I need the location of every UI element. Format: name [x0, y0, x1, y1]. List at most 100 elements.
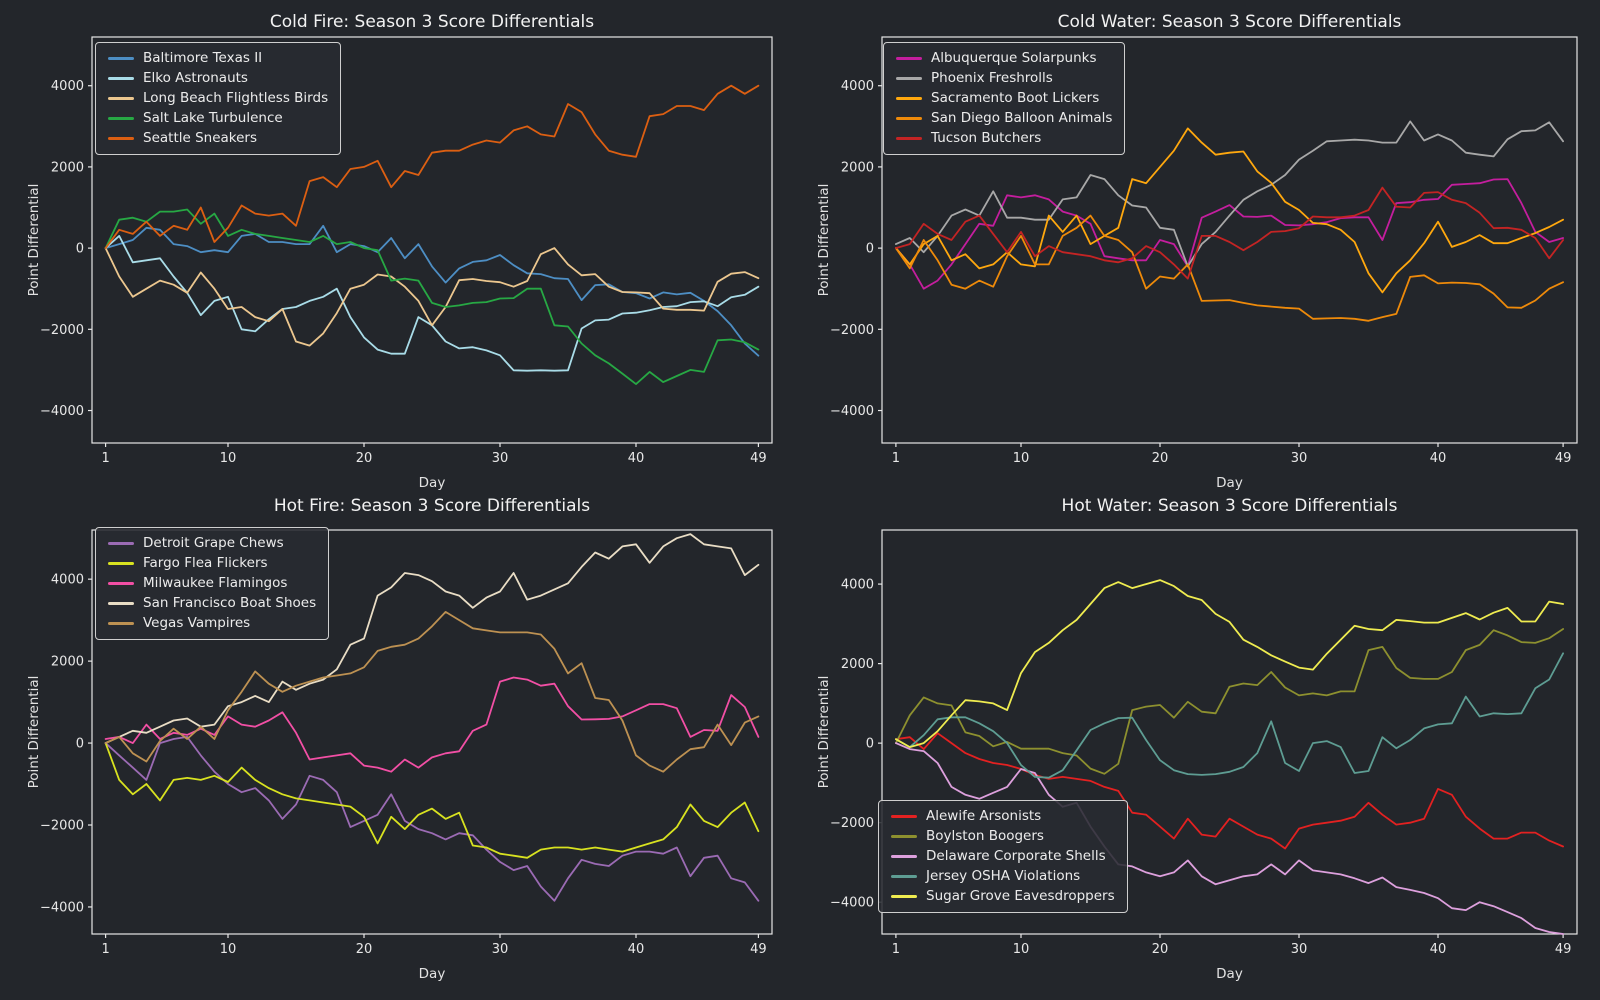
- x-tick-label: 20: [356, 451, 373, 466]
- x-tick-label: 1: [892, 942, 900, 957]
- plot-frame: [91, 529, 773, 935]
- x-tick-label: 20: [356, 942, 373, 957]
- y-tick-label: 4000: [841, 79, 874, 94]
- legend-label: Phoenix Freshrolls: [931, 70, 1053, 86]
- series-line-long-beach-flightless-birds: [104, 247, 760, 347]
- legend-label: Boylston Boogers: [926, 828, 1044, 844]
- legend-line-swatch-icon: [108, 562, 134, 565]
- legend-label: Seattle Sneakers: [143, 130, 258, 146]
- plot-frame: [881, 36, 1578, 444]
- legend-item: Phoenix Freshrolls: [896, 71, 1112, 86]
- legend-label: Vegas Vampires: [143, 615, 251, 631]
- x-tick-label: 1: [101, 451, 109, 466]
- x-tick-label: 1: [101, 942, 109, 957]
- legend-item: Long Beach Flightless Birds: [108, 91, 328, 106]
- y-tick-label: −2000: [40, 819, 84, 834]
- legend-label: San Francisco Boat Shoes: [143, 595, 317, 611]
- chart-cold-water: 1 10 20 30 40 49 −4000 −2000 0 2000 4000 Cold Wate…: [800, 0, 1600, 500]
- legend-label: Tucson Butchers: [931, 130, 1042, 146]
- x-tick-label: 20: [1152, 942, 1169, 957]
- series-line-albuquerque-solarpunks: [895, 178, 1564, 290]
- plot-area: 1 10 20 30 40 49 −4000 −2000 0 2000 4000: [830, 36, 1578, 466]
- x-tick-label: 40: [1430, 451, 1447, 466]
- chart-hot-water: 1 10 20 30 40 49 −4000 −2000 0 2000 4000 Hot Water…: [800, 480, 1600, 1000]
- y-tick-label: −2000: [830, 816, 874, 831]
- legend-item: Detroit Grape Chews: [108, 536, 316, 551]
- y-tick-label: 2000: [841, 160, 874, 175]
- x-tick-label: 40: [628, 451, 645, 466]
- x-tick-label: 10: [1013, 451, 1030, 466]
- x-tick-label: 10: [220, 451, 237, 466]
- y-tick-label: 4000: [51, 79, 84, 94]
- legend-item: San Diego Balloon Animals: [896, 111, 1112, 126]
- x-tick-label: 40: [1430, 942, 1447, 957]
- legend-line-swatch-icon: [108, 542, 134, 545]
- y-tick-label: 0: [866, 737, 874, 752]
- legend-item: Seattle Sneakers: [108, 131, 328, 146]
- y-tick-label: 0: [866, 242, 874, 257]
- legend-item: Fargo Flea Flickers: [108, 556, 316, 571]
- legend-line-swatch-icon: [108, 117, 134, 120]
- legend-item: Alewife Arsonists: [891, 809, 1115, 824]
- legend-line-swatch-icon: [108, 137, 134, 140]
- x-tick-label: 30: [492, 942, 509, 957]
- legend-item: Elko Astronauts: [108, 71, 328, 86]
- series-line-detroit-grape-chews: [104, 735, 760, 902]
- legend-item: Vegas Vampires: [108, 616, 316, 631]
- x-tick-label: 40: [628, 942, 645, 957]
- y-tick-label: −4000: [830, 404, 874, 419]
- y-tick-label: −4000: [40, 404, 84, 419]
- y-tick-label: 0: [76, 242, 84, 257]
- x-axis-label: Day: [418, 966, 446, 982]
- x-tick-label: 49: [1555, 451, 1572, 466]
- legend-item: Jersey OSHA Violations: [891, 869, 1115, 884]
- legend-label: Salt Lake Turbulence: [143, 110, 283, 126]
- legend-label: Sugar Grove Eavesdroppers: [926, 888, 1115, 904]
- y-tick-label: 2000: [51, 655, 84, 670]
- chart-title: Hot Water: Season 3 Score Differentials: [1061, 496, 1398, 516]
- series-line-seattle-sneakers: [104, 84, 760, 250]
- plot-frame: [91, 36, 773, 444]
- legend-item: Baltimore Texas II: [108, 51, 328, 66]
- legend: Detroit Grape Chews Fargo Flea Flickers Mi…: [95, 527, 330, 640]
- series-line-tucson-butchers: [895, 186, 1564, 280]
- x-tick-label: 10: [1013, 942, 1030, 957]
- legend-label: Alewife Arsonists: [926, 808, 1042, 824]
- series-line-milwaukee-flamingos: [104, 676, 760, 773]
- x-tick-label: 20: [1152, 451, 1169, 466]
- legend-label: Delaware Corporate Shells: [926, 848, 1106, 864]
- plot-area: 1 10 20 30 40 49 −4000 −2000 0 2000 4000: [830, 529, 1578, 957]
- series-line-phoenix-freshrolls: [895, 120, 1564, 268]
- x-tick-label: 30: [1291, 942, 1308, 957]
- legend-item: Milwaukee Flamingos: [108, 576, 316, 591]
- x-axis-label: Day: [1216, 966, 1243, 982]
- x-tick-label: 49: [750, 451, 767, 466]
- series-line-san-diego-balloon-animals: [895, 214, 1564, 322]
- legend-line-swatch-icon: [896, 57, 922, 60]
- legend-label: Albuquerque Solarpunks: [931, 50, 1097, 66]
- legend-item: Sugar Grove Eavesdroppers: [891, 889, 1115, 904]
- plot-area: 1 10 20 30 40 49 −4000 −2000 0 2000 4000: [40, 529, 773, 957]
- legend-label: Fargo Flea Flickers: [143, 555, 268, 571]
- series-line-salt-lake-turbulence: [104, 208, 760, 386]
- chart-title: Hot Fire: Season 3 Score Differentials: [273, 496, 591, 516]
- y-tick-label: 4000: [841, 578, 874, 593]
- legend-label: San Diego Balloon Animals: [931, 110, 1113, 126]
- x-axis-label: Day: [1216, 475, 1243, 491]
- series-line-alewife-arsonists: [895, 732, 1564, 850]
- x-axis-label: Day: [418, 475, 446, 491]
- y-tick-label: 4000: [51, 573, 84, 588]
- legend-item: Boylston Boogers: [891, 829, 1115, 844]
- legend-line-swatch-icon: [896, 117, 922, 120]
- chart-cold-fire: 1 10 20 30 40 49 −4000 −2000 0 2000 4000 Cold Fire…: [0, 0, 800, 500]
- legend-line-swatch-icon: [108, 97, 134, 100]
- legend-label: Baltimore Texas II: [143, 50, 263, 66]
- y-tick-label: −4000: [830, 896, 874, 911]
- y-tick-label: 0: [76, 737, 84, 752]
- chart-hot-fire: 1 10 20 30 40 49 −4000 −2000 0 2000 4000 Hot Fire:…: [0, 480, 800, 1000]
- legend-line-swatch-icon: [896, 77, 922, 80]
- x-tick-label: 10: [220, 942, 237, 957]
- y-axis-label: Point Differential: [26, 675, 42, 789]
- legend-line-swatch-icon: [896, 137, 922, 140]
